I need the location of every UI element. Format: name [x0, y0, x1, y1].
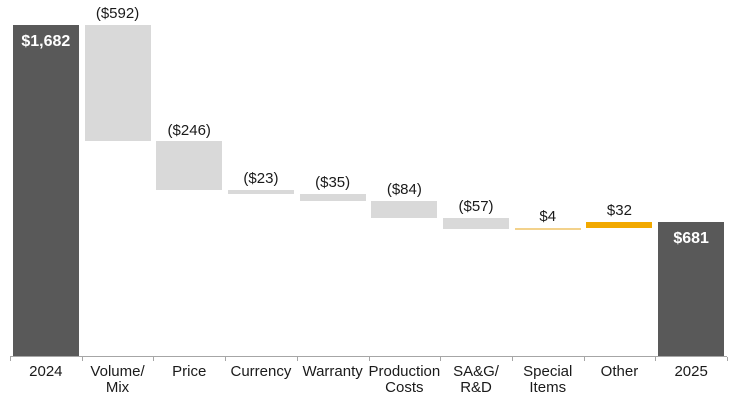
bar-2024 [12, 25, 79, 356]
bar-other [586, 221, 653, 229]
x-axis-tick [583, 357, 585, 361]
value-label-warranty: ($35) [315, 174, 351, 192]
category-label-2024: 2024 [29, 363, 63, 380]
x-axis-tick [440, 357, 442, 361]
bar-warranty [299, 194, 366, 202]
value-label-price: ($246) [167, 121, 211, 139]
category-label-other: Other [600, 363, 639, 380]
category-label-volume-mix: Volume/ Mix [90, 363, 145, 396]
value-label-sa-g-r-d: ($57) [458, 197, 494, 215]
x-axis-tick [153, 357, 155, 361]
category-label-production-costs: Production Costs [368, 363, 441, 396]
x-axis-tick [10, 357, 11, 361]
category-label-sa-g-r-d: SA&G/ R&D [453, 363, 499, 396]
category-label-price: Price [172, 363, 207, 380]
value-label-production-costs: ($84) [386, 181, 422, 199]
x-axis-tick [225, 357, 227, 361]
category-label-warranty: Warranty [302, 363, 363, 380]
x-axis-tick [727, 357, 728, 361]
x-axis-tick [296, 357, 298, 361]
value-label-special-items: $4 [539, 208, 557, 226]
bar-sa-g-r-d [443, 217, 510, 230]
bar-volume-mix [84, 25, 151, 142]
category-label-2025: 2025 [674, 363, 708, 380]
value-label-2024: $1,682 [21, 33, 71, 50]
value-label-volume-mix: ($592) [95, 5, 140, 22]
x-axis-tick [368, 357, 370, 361]
value-label-currency: ($23) [243, 169, 279, 187]
bar-special-items [514, 228, 581, 231]
x-axis-tick [511, 357, 513, 361]
value-label-2025: $681 [673, 229, 709, 247]
x-axis-tick [655, 357, 657, 361]
value-label-other: $32 [606, 202, 632, 219]
bar-currency [227, 189, 294, 195]
bar-price [156, 141, 223, 190]
bar-2025 [658, 221, 725, 356]
category-label-currency: Currency [230, 363, 292, 380]
bar-production-costs [371, 201, 438, 218]
x-axis-line [10, 356, 727, 357]
category-label-special-items: Special Items [523, 363, 573, 396]
x-axis-tick [81, 357, 83, 361]
